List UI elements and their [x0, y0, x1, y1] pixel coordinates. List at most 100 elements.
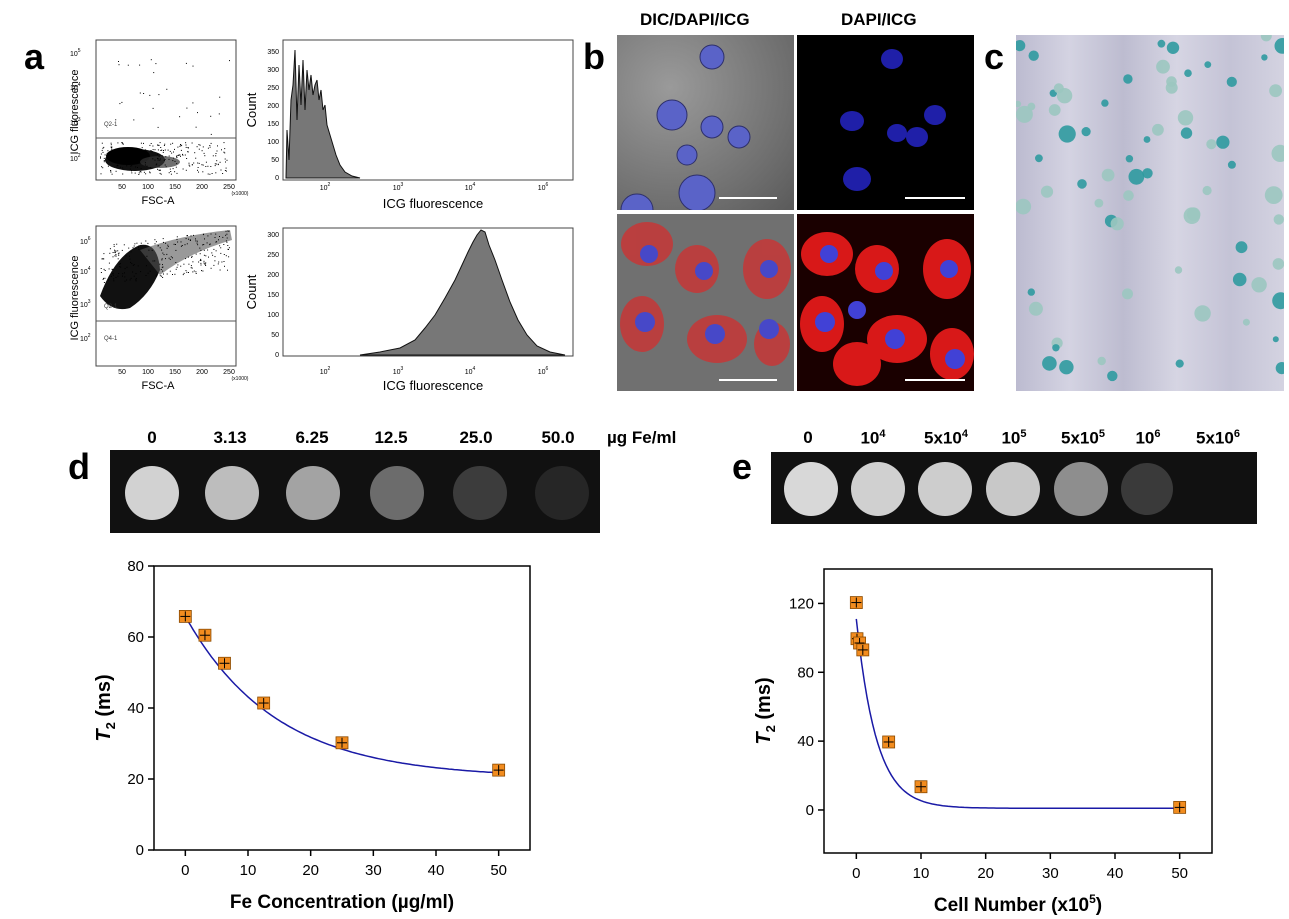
- svg-text:200: 200: [267, 103, 279, 110]
- cell-count-label: 5x105: [1061, 428, 1105, 448]
- mri-phantom-d: [110, 450, 600, 533]
- svg-text:50: 50: [271, 157, 279, 164]
- x-axis-label: Fe Concentration (µg/ml): [230, 892, 454, 913]
- cell-count-label: 105: [1001, 428, 1027, 448]
- gate-label: Q2-1: [104, 122, 118, 128]
- svg-text:104: 104: [465, 182, 476, 192]
- svg-text:104: 104: [465, 366, 476, 376]
- svg-text:102: 102: [80, 333, 91, 343]
- histogram-bottom: 0 50 100 150 200 250 300 Count 102 103 1…: [244, 227, 574, 393]
- x-tick-label: 0: [852, 865, 860, 882]
- chart-t2-vs-cells: 0 10 20 30 40 50 0 40 80 120 T2 (ms) Cell Number (x…: [753, 568, 1213, 916]
- cell-count-label: 104: [860, 428, 886, 448]
- svg-text:50: 50: [118, 184, 126, 191]
- histogram-bottom-area: [359, 229, 566, 356]
- x-tick-label: 10: [913, 865, 930, 882]
- x-axis-label: ICG fluorescence: [383, 378, 483, 393]
- svg-text:103: 103: [393, 366, 404, 376]
- x-tick-label: 50: [1171, 865, 1188, 882]
- svg-text:300: 300: [267, 67, 279, 74]
- svg-text:0: 0: [275, 352, 279, 359]
- gate-label-lower: Q4-1: [104, 336, 118, 342]
- conc-label: 12.5: [374, 428, 408, 447]
- svg-text:250: 250: [267, 85, 279, 92]
- svg-text:103: 103: [80, 299, 91, 309]
- x-tick-label: 20: [977, 865, 994, 882]
- plot-frame: [153, 565, 531, 851]
- micrograph-prussian-blue: [1016, 35, 1284, 391]
- fit-curve: [184, 616, 499, 774]
- panel-label-a: a: [24, 36, 45, 77]
- conc-label: 0: [147, 428, 157, 447]
- svg-text:102: 102: [320, 366, 331, 376]
- svg-text:300: 300: [267, 232, 279, 239]
- conc-label: 3.13: [213, 428, 247, 447]
- y-axis-label: Count: [244, 92, 259, 127]
- svg-text:250: 250: [223, 369, 235, 376]
- x-axis-label: FSC-A: [142, 380, 176, 392]
- svg-text:104: 104: [80, 266, 91, 276]
- mri-phantom-e: [771, 452, 1257, 524]
- histogram-top: 0 50 100 150 200 250 300 350 Count 102 1…: [244, 39, 574, 211]
- conc-unit: µg Fe/ml: [607, 428, 677, 447]
- svg-text:50: 50: [271, 332, 279, 339]
- x-tick-label: 30: [365, 862, 382, 879]
- y-tick-label: 0: [136, 842, 144, 859]
- svg-text:103: 103: [393, 182, 404, 192]
- x-tick-label: 0: [181, 862, 189, 879]
- cell-count-label: 5x104: [924, 428, 968, 448]
- x-axis-label: Cell Number (x105): [934, 892, 1102, 916]
- svg-text:200: 200: [196, 184, 208, 191]
- svg-text:200: 200: [196, 369, 208, 376]
- svg-text:200: 200: [267, 272, 279, 279]
- svg-text:100: 100: [142, 369, 154, 376]
- svg-text:0: 0: [275, 175, 279, 182]
- micrograph-dic-top: [617, 35, 794, 210]
- svg-text:104: 104: [70, 82, 81, 92]
- x-tick-label: 40: [1107, 865, 1124, 882]
- histogram-top-area: [285, 49, 361, 179]
- svg-text:105: 105: [70, 48, 81, 58]
- micrograph-dapi-bottom: [797, 214, 974, 391]
- cell-count-label: 106: [1135, 428, 1161, 448]
- panel-label-d: d: [68, 446, 90, 487]
- y-axis-label: ICG fluorescence: [69, 256, 81, 341]
- y-tick-label: 80: [797, 664, 814, 681]
- svg-text:150: 150: [267, 121, 279, 128]
- y-axis-label: T2 (ms): [93, 674, 118, 741]
- x-tick-label: 10: [240, 862, 257, 879]
- svg-text:106: 106: [80, 236, 91, 246]
- x-axis-label: ICG fluorescence: [383, 196, 483, 211]
- y-axis-label: Count: [244, 274, 259, 309]
- svg-text:150: 150: [169, 369, 181, 376]
- conc-label: 6.25: [295, 428, 329, 447]
- svg-text:250: 250: [223, 184, 235, 191]
- chart-t2-vs-fe: 0 10 20 30 40 50 0 20 40 60 80 T2 (ms) Fe Concentrat…: [93, 558, 531, 913]
- conc-label: 50.0: [541, 428, 575, 447]
- col-header-dic-dapi-icg: DIC/DAPI/ICG: [640, 10, 750, 29]
- scatter-bottom: Q2-1 Q4-1 ICG fluorescence 106 104 103 1…: [69, 225, 249, 392]
- svg-text:100: 100: [142, 184, 154, 191]
- svg-text:150: 150: [169, 184, 181, 191]
- svg-text:102: 102: [320, 182, 331, 192]
- svg-text:100: 100: [267, 139, 279, 146]
- cell-count-label: 0: [803, 428, 813, 447]
- micrograph-dapi-top: [797, 35, 974, 210]
- x-tick-label: 50: [490, 862, 507, 879]
- x-tick-label: 30: [1042, 865, 1059, 882]
- svg-text:106: 106: [538, 182, 549, 192]
- scatter-top: Q2-1 ICG fluorescence 105 104 103 102 50…: [69, 39, 249, 207]
- micrograph-dic-bottom: [617, 214, 794, 391]
- gate-label-upper: Q2-1: [104, 304, 118, 310]
- svg-text:150: 150: [267, 292, 279, 299]
- svg-text:106: 106: [538, 366, 549, 376]
- x-tick-label: 40: [428, 862, 445, 879]
- col-header-dapi-icg: DAPI/ICG: [841, 10, 917, 29]
- svg-text:102: 102: [70, 153, 81, 163]
- svg-text:(x1000): (x1000): [232, 376, 249, 382]
- conc-label: 25.0: [459, 428, 493, 447]
- x-axis-label: FSC-A: [142, 195, 176, 207]
- plot-frame: [823, 568, 1213, 854]
- y-tick-label: 40: [797, 733, 814, 750]
- x-tick-label: 20: [302, 862, 319, 879]
